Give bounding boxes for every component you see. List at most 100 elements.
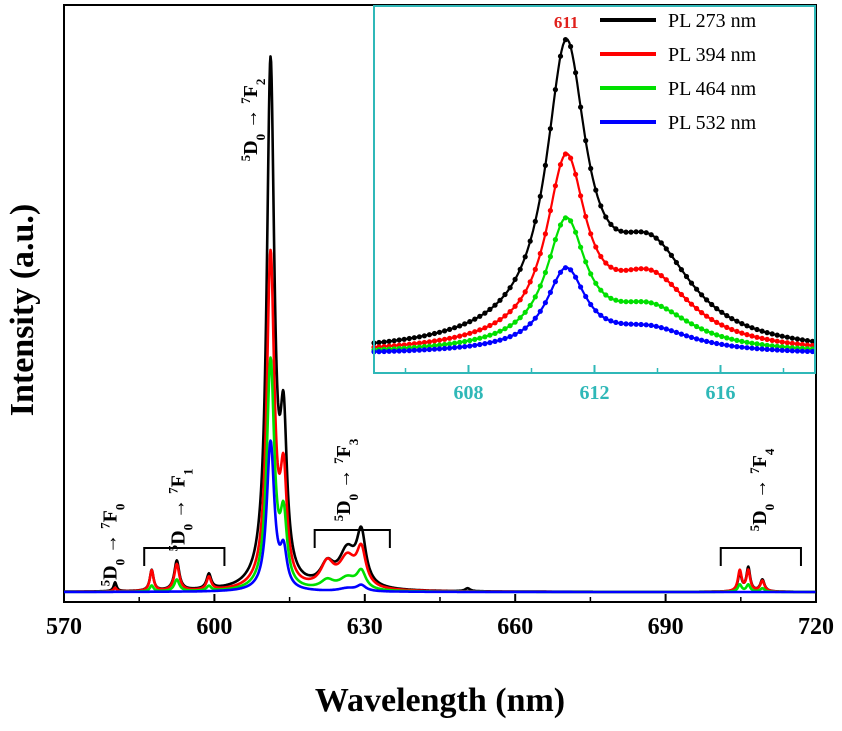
inset-tick-label: 616: [706, 382, 736, 404]
inset-point: [462, 321, 468, 327]
inset-point: [739, 330, 745, 336]
inset-point: [462, 344, 468, 350]
inset-point: [472, 316, 478, 322]
inset-point: [502, 335, 508, 342]
inset-point: [573, 274, 579, 280]
inset-point: [704, 313, 710, 319]
inset-point: [739, 321, 745, 327]
inset-series-group: [371, 37, 816, 355]
inset-point: [436, 329, 443, 335]
inset-point: [507, 285, 513, 291]
inset-point: [729, 343, 735, 349]
inset-point: [734, 337, 740, 343]
inset-point: [578, 193, 584, 199]
inset-point: [517, 328, 523, 335]
x-tick-label: 570: [46, 614, 82, 640]
inset-point: [694, 305, 700, 312]
inset-point: [487, 332, 493, 338]
inset-point: [411, 347, 417, 353]
inset-point: [401, 348, 407, 354]
inset-point: [678, 291, 685, 298]
inset-point: [436, 346, 443, 352]
inset-point: [789, 340, 795, 346]
inset-point: [391, 338, 397, 344]
inset-point: [749, 333, 755, 339]
inset-point: [628, 229, 634, 235]
inset-point: [784, 340, 790, 346]
inset-point: [421, 347, 427, 353]
inset-point: [694, 286, 700, 292]
main-series-group: [63, 55, 817, 594]
inset-point: [562, 151, 569, 157]
inset-point: [512, 331, 518, 337]
inset-point: [678, 315, 685, 321]
inset-point: [673, 329, 680, 335]
x-axis-title: Wavelength (nm): [315, 682, 565, 719]
inset-point: [512, 276, 518, 282]
inset-point: [416, 347, 422, 353]
legend-label: PL 394 nm: [668, 44, 757, 66]
inset-point: [452, 325, 458, 331]
inset-point: [663, 277, 669, 283]
inset-point: [754, 334, 760, 340]
inset-point: [522, 309, 528, 315]
inset-point: [774, 343, 780, 349]
inset-point: [542, 231, 549, 237]
inset-point: [683, 296, 690, 303]
inset-point: [431, 338, 438, 344]
inset-point: [784, 347, 790, 354]
inset-point: [406, 335, 412, 342]
inset-point: [492, 320, 498, 326]
transition-bracket: [719, 547, 802, 566]
inset-point: [638, 266, 644, 272]
inset-point: [426, 346, 432, 353]
inset-point: [704, 328, 710, 334]
inset-point: [406, 348, 412, 354]
inset-point: [502, 313, 508, 319]
inset-point: [724, 342, 730, 348]
inset-point: [683, 318, 690, 324]
inset-point: [467, 330, 473, 336]
inset-point: [613, 297, 619, 303]
inset-point: [527, 321, 533, 327]
inset-point: [633, 321, 639, 327]
inset-point: [668, 328, 675, 334]
inset-point: [623, 299, 629, 305]
inset-point: [734, 344, 740, 350]
inset-point: [552, 183, 559, 189]
inset-point: [754, 341, 760, 347]
inset-point: [729, 326, 735, 333]
inset-point: [769, 337, 775, 343]
inset-point: [648, 232, 654, 238]
inset-point: [537, 193, 543, 199]
inset-point: [557, 162, 564, 168]
inset-point: [442, 328, 448, 334]
inset-point: [663, 326, 669, 332]
inset-point: [532, 315, 538, 321]
inset-point: [527, 302, 533, 309]
inset-point: [492, 302, 498, 308]
inset-point: [578, 104, 584, 110]
inset-point: [593, 280, 599, 286]
inset-point: [472, 336, 478, 342]
inset-point: [477, 341, 483, 348]
inset-point: [598, 312, 604, 318]
inset-point: [547, 289, 554, 295]
inset-point: [694, 323, 700, 330]
inset-point: [719, 341, 725, 347]
inset-point: [764, 330, 770, 336]
inset-point: [416, 334, 422, 340]
inset-point: [381, 339, 387, 345]
inset-point: [809, 348, 816, 355]
inset-point: [714, 332, 720, 338]
inset-point: [789, 348, 795, 354]
inset-point: [769, 343, 775, 349]
inset-point: [532, 294, 538, 300]
inset-point: [613, 226, 619, 232]
inset-point: [452, 340, 458, 346]
inset-point: [436, 342, 443, 348]
inset-point: [472, 329, 478, 335]
inset-point: [512, 303, 518, 309]
inset-point: [739, 338, 745, 344]
inset-point: [749, 340, 755, 346]
